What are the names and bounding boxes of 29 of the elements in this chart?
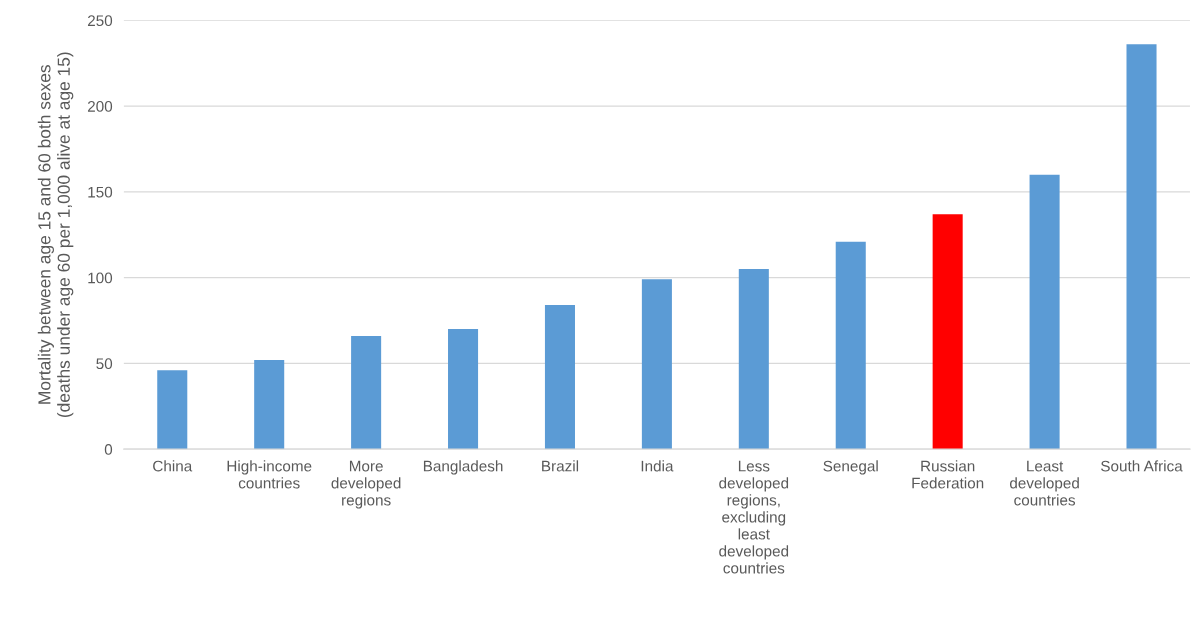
bar	[254, 359, 285, 450]
y-tick-label: 200	[87, 100, 113, 112]
x-tick-label: Brazil	[542, 460, 579, 472]
bar	[157, 370, 188, 450]
y-tick-label: 0	[104, 444, 113, 455]
y-tick-label: 150	[88, 186, 113, 198]
bar	[448, 329, 479, 450]
x-tick-label: Bangladesh	[423, 460, 503, 475]
y-tick-label: 50	[96, 358, 113, 370]
bar	[544, 305, 575, 450]
x-tick-label: Less developed regions, excluding least developed countries	[719, 460, 789, 574]
bar	[351, 335, 382, 450]
x-tick-label: High-income countries	[227, 460, 312, 489]
bar	[835, 241, 866, 450]
x-tick-label: China	[153, 460, 193, 472]
bar	[932, 214, 963, 450]
bar	[1029, 174, 1060, 450]
y-tick-label: 250	[87, 15, 113, 27]
x-tick-label: Russian Federation	[912, 460, 984, 489]
x-tick-label: South Africa	[1101, 460, 1183, 472]
bar	[641, 279, 672, 450]
y-tick-label: 100	[88, 272, 113, 284]
x-tick-label: Senegal	[823, 460, 878, 475]
bar	[738, 269, 769, 450]
y-axis-title: Mortality between age 15 and 60 both sexes (deaths under age 60 per 1,000 alive at age 15)	[37, 52, 74, 418]
x-tick-label: India	[641, 460, 674, 472]
x-tick-label: Least developed countries	[1009, 460, 1079, 506]
bar	[1126, 44, 1157, 450]
x-tick-label: More developed regions	[331, 460, 401, 509]
